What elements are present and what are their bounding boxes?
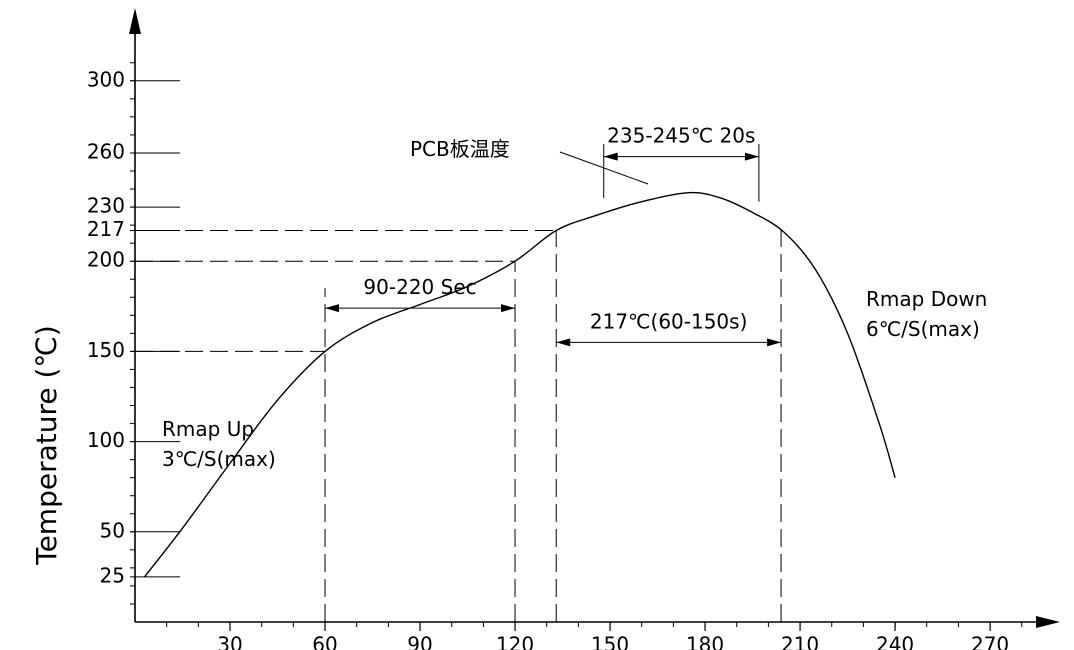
dimension-arrows: 90-220 Sec 217℃(60-150s) 235-245℃ 20s bbox=[325, 124, 782, 347]
y-tick-label: 217 bbox=[87, 217, 125, 241]
ramp-down-label-line2: 6℃/S(max) bbox=[866, 317, 980, 341]
liquidus-arrow-left bbox=[556, 338, 571, 347]
soak-arrow-left bbox=[325, 304, 340, 313]
x-tick-label: 150 bbox=[591, 633, 629, 650]
labels: Temperature (℃) PCB板温度 Rmap Up 3℃/S(max)… bbox=[30, 137, 987, 566]
soak-arrow-right bbox=[501, 304, 516, 313]
liquidus-arrow-right bbox=[767, 338, 782, 347]
x-axis-arrow bbox=[1036, 616, 1060, 628]
x-tick-label: 30 bbox=[217, 633, 242, 650]
y-tick-label: 50 bbox=[100, 518, 125, 542]
curve-layer bbox=[143, 191, 896, 578]
y-tick-label: 25 bbox=[100, 563, 125, 587]
x-tick-label: 60 bbox=[312, 633, 337, 650]
y-tick-label: 100 bbox=[87, 428, 125, 452]
x-tick-label: 210 bbox=[781, 633, 819, 650]
x-tick-label: 90 bbox=[407, 633, 432, 650]
temperature-curve bbox=[143, 191, 896, 578]
y-axis-arrow bbox=[129, 8, 141, 34]
y-tick-label: 300 bbox=[87, 67, 125, 91]
pcb-temperature-label: PCB板温度 bbox=[410, 137, 510, 161]
ramp-up-label-line1: Rmap Up bbox=[162, 417, 254, 441]
peak-arrow-right bbox=[744, 152, 759, 161]
y-tick-label: 260 bbox=[87, 139, 125, 163]
y-tick-label: 150 bbox=[87, 338, 125, 362]
ramp-down-label-line1: Rmap Down bbox=[866, 287, 987, 311]
y-tick-label: 200 bbox=[87, 248, 125, 272]
pcb-leader-line bbox=[559, 151, 649, 185]
soak-dimension-label: 90-220 Sec bbox=[363, 275, 476, 299]
x-tick-label: 180 bbox=[686, 633, 724, 650]
y-tick-label: 230 bbox=[87, 194, 125, 218]
peak-dimension-label: 235-245℃ 20s bbox=[607, 124, 755, 148]
liquidus-dimension-label: 217℃(60-150s) bbox=[590, 309, 748, 333]
x-tick-label: 270 bbox=[971, 633, 1009, 650]
x-tick-label: 240 bbox=[876, 633, 914, 650]
y-axis-label: Temperature (℃) bbox=[30, 325, 63, 566]
ramp-up-label-line2: 3℃/S(max) bbox=[162, 447, 276, 471]
reference-lines bbox=[135, 143, 782, 622]
peak-arrow-left bbox=[603, 152, 618, 161]
x-tick-label: 120 bbox=[496, 633, 534, 650]
